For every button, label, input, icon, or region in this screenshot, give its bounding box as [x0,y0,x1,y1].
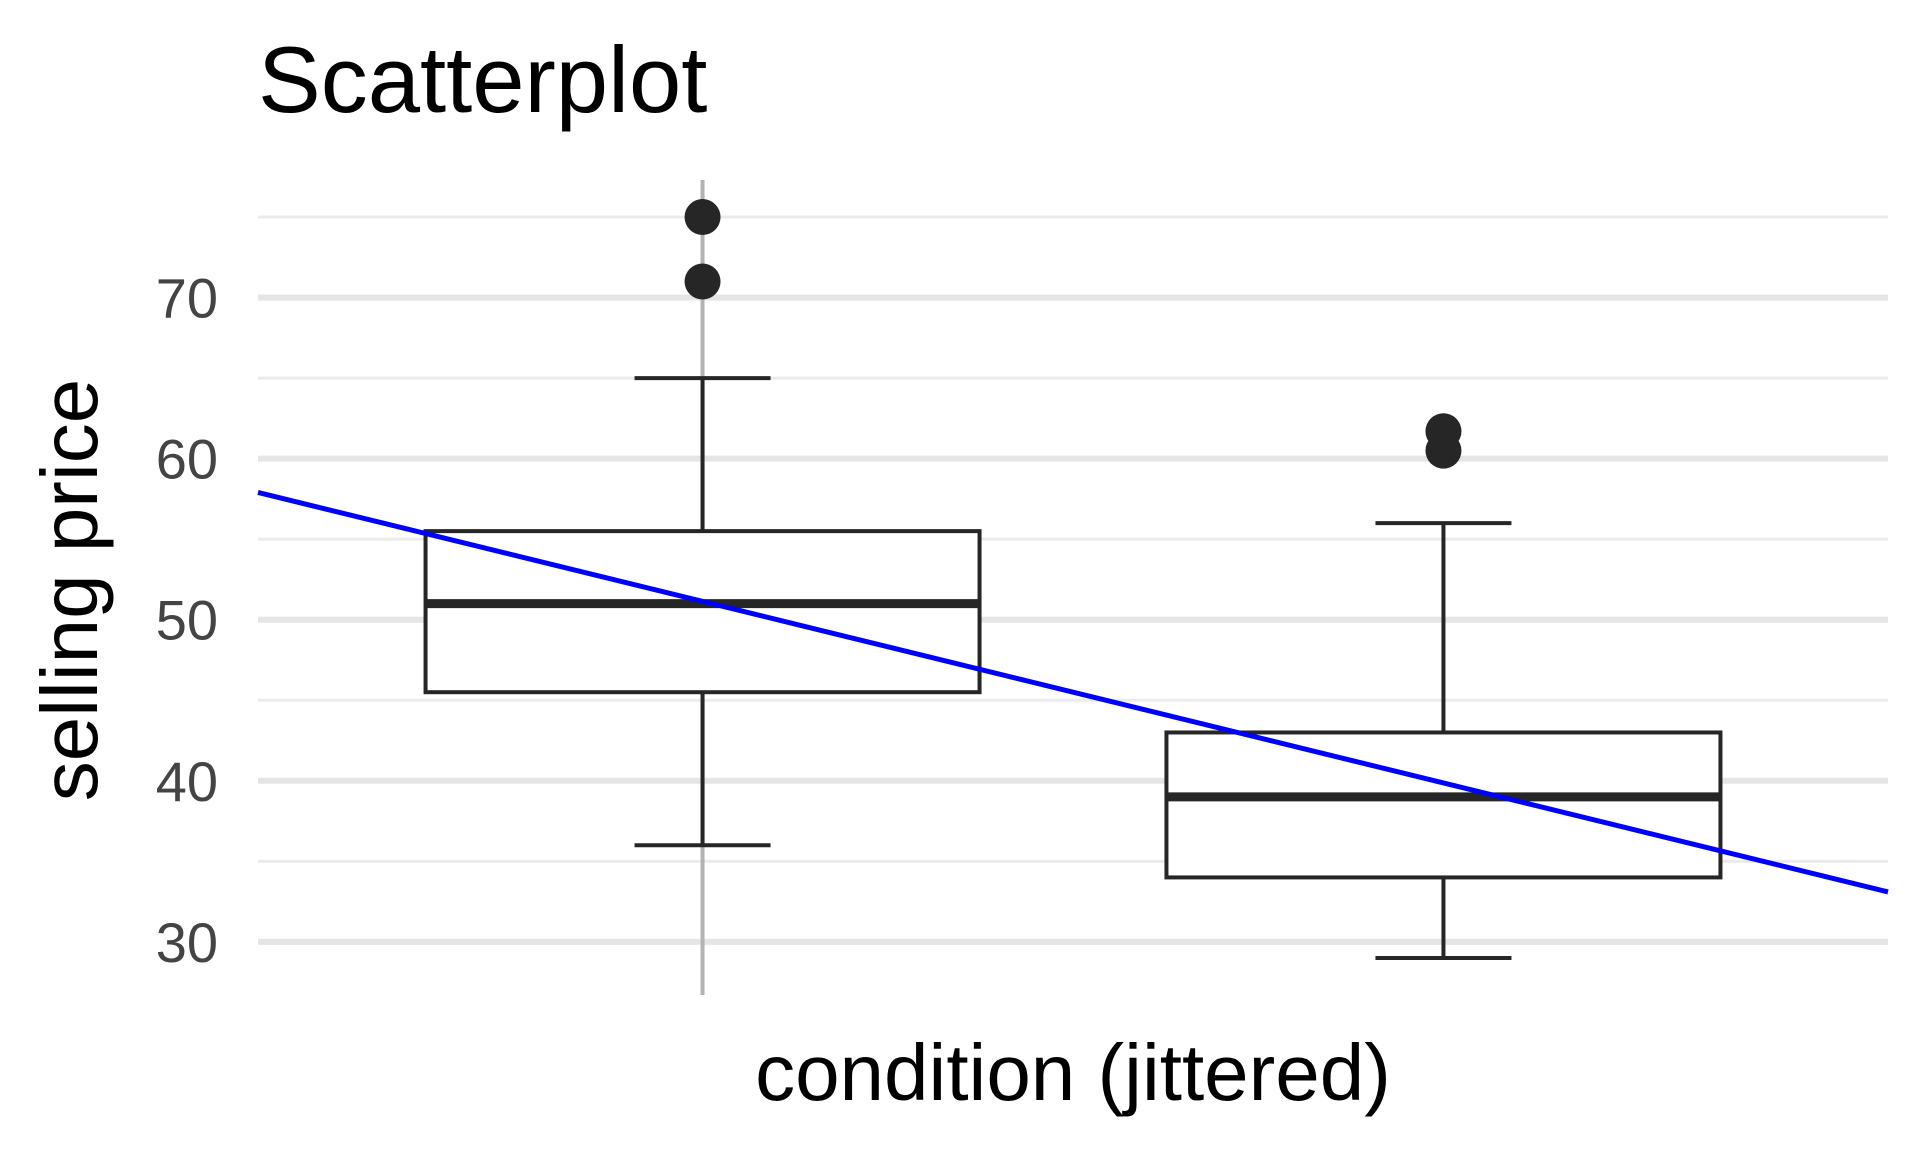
outlier-point [684,199,721,236]
y-tick-label: 40 [156,750,218,813]
boxplot [1164,413,1723,960]
y-tick-label: 60 [156,428,218,491]
y-axis-title: selling price [25,379,114,801]
y-tick-label: 30 [156,911,218,974]
regression-line [257,490,1889,895]
x-axis-title: condition (jittered) [755,1028,1391,1117]
iqr-box [1164,730,1723,880]
outlier-point [684,263,721,300]
y-tick-label: 50 [156,589,218,652]
grid-major-lines [258,294,1888,945]
y-tick-label: 70 [156,267,218,330]
y-tick-labels: 30 40 50 60 70 [156,267,218,974]
boxplot [423,199,982,848]
box-series [423,199,1723,960]
chart-title: Scatterplot [258,27,707,132]
outlier-point [1425,413,1462,450]
